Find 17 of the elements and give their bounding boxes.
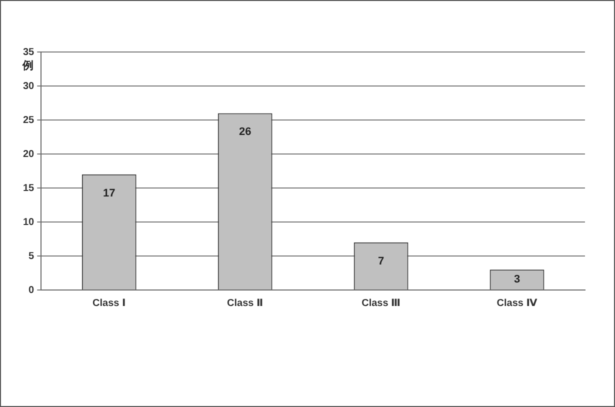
data-label: 3 (514, 274, 520, 286)
data-label: 17 (102, 187, 116, 200)
y-tick-label: 10 (23, 216, 35, 228)
x-tick-label: Class Ⅲ (362, 298, 401, 309)
x-tick-label: Class Ⅳ (496, 298, 538, 309)
y-tick-label: 20 (23, 148, 35, 160)
y-tick-label: 30 (23, 80, 35, 92)
y-tick-label: 0 (28, 284, 35, 296)
y-axis-title: 例 (22, 59, 34, 72)
y-tick-label: 15 (23, 182, 35, 194)
x-tick-label: Class Ⅰ (92, 298, 126, 309)
data-label: 7 (378, 255, 384, 268)
y-tick-label: 5 (28, 250, 35, 262)
y-tick-label: 25 (23, 114, 35, 126)
y-tick-label: 35 (23, 46, 35, 58)
data-label: 26 (238, 126, 252, 138)
x-tick-label: Class Ⅱ (227, 298, 264, 309)
